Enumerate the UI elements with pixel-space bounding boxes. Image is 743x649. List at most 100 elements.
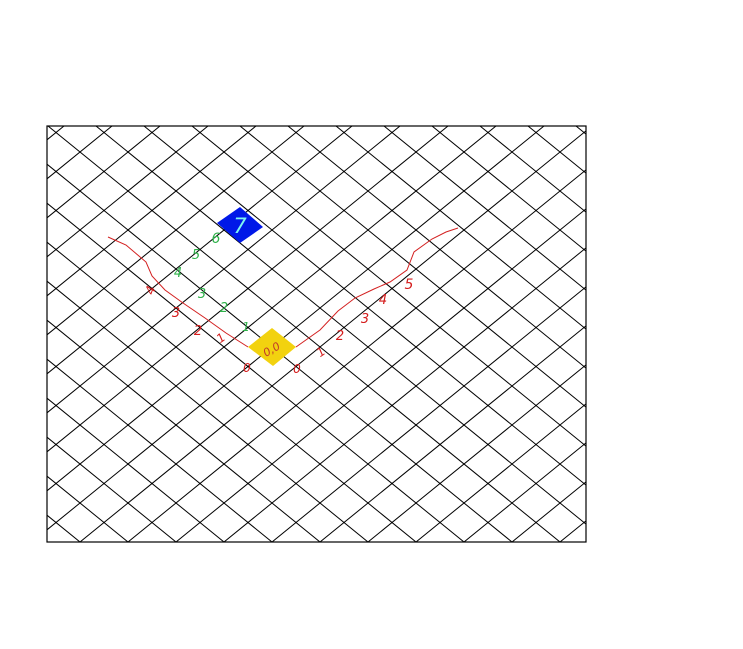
path-count-3: 3 [198,287,206,302]
grid-line [0,0,704,649]
right-distance-3: 3 [361,312,369,327]
path-count-4: 4 [174,266,182,281]
path-count-2: 2 [220,301,228,316]
grid-frame [46,125,587,543]
right-distance-4: 4 [379,293,387,308]
left-distance-2: 2 [194,324,202,339]
path-count-5: 5 [192,248,200,263]
path-count-6: 6 [212,231,221,247]
grid-line [0,0,704,649]
left-distance-0: 0 [243,361,251,375]
path-count-1: 1 [242,320,250,334]
right-distance-0: 0 [293,362,301,376]
target-cell-blue [217,207,263,243]
right-distance-2: 2 [336,329,344,344]
left-boundary-curve [107,236,249,348]
origin-cell-yellow [248,328,296,366]
left-distance-3: 3 [172,306,180,321]
